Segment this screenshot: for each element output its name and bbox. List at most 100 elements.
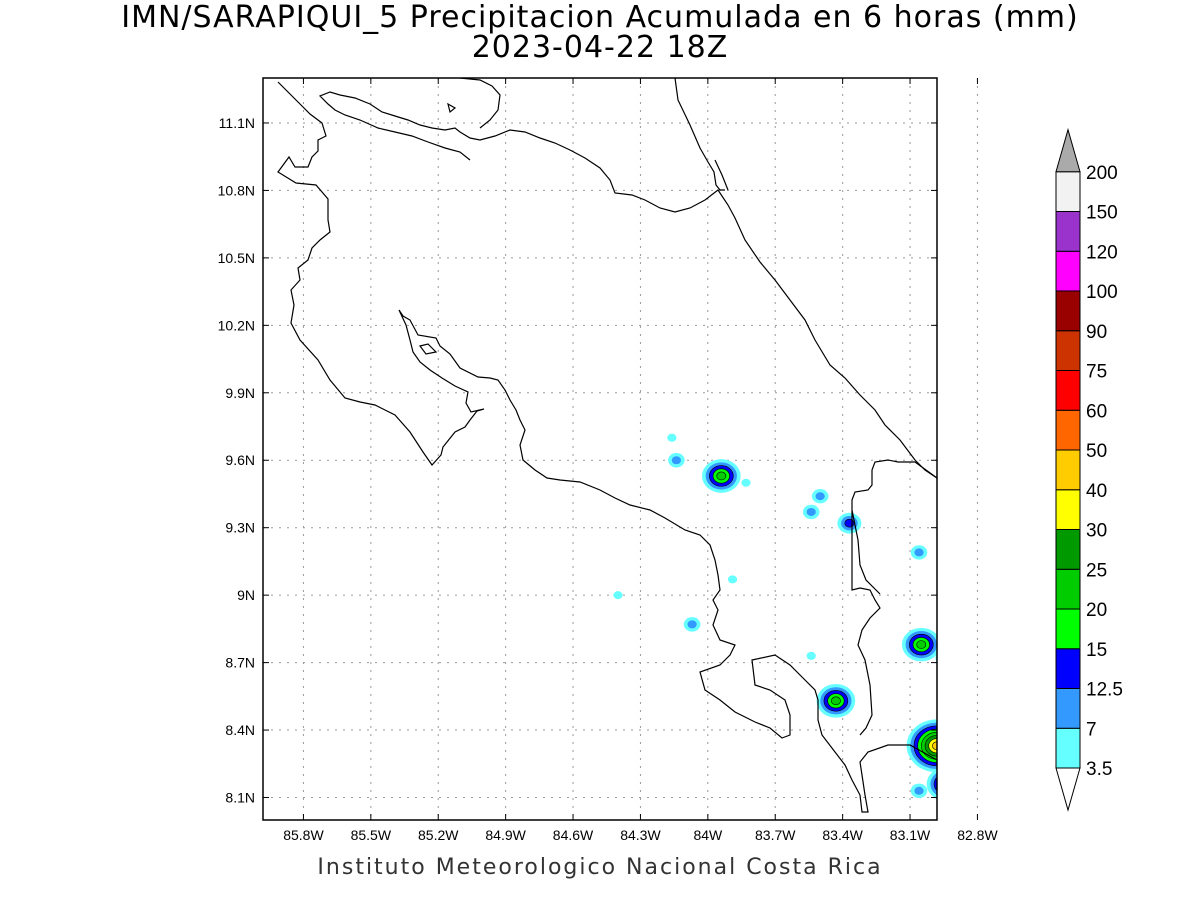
precip-contour xyxy=(831,696,841,706)
coastline xyxy=(277,78,937,813)
map-grid xyxy=(263,78,978,820)
gulf-island xyxy=(418,343,438,355)
colorbar-label: 50 xyxy=(1086,441,1107,462)
coastline-caribbean xyxy=(851,459,937,736)
precip-contour xyxy=(984,627,1015,654)
colorbar-label: 3.5 xyxy=(1086,759,1112,780)
precip-contour xyxy=(935,653,937,663)
precip-contour xyxy=(815,492,825,501)
map-title: IMN/SARAPIQUI_5 Precipitacion Acumulada … xyxy=(121,0,1079,35)
precip-contour xyxy=(960,576,999,610)
y-tick-label: 9.3N xyxy=(225,520,255,536)
y-tick-label: 8.4N xyxy=(225,722,255,738)
footer-credit: Instituto Meteorologico Nacional Costa R… xyxy=(317,855,883,880)
colorbar-label: 60 xyxy=(1086,401,1107,422)
colorbar-label: 120 xyxy=(1086,242,1118,263)
y-tick-label: 11.1N xyxy=(219,115,255,131)
y-tick-label: 9.6N xyxy=(225,452,255,468)
precip-contour xyxy=(806,651,816,660)
precip-contour xyxy=(667,433,677,442)
precip-contour xyxy=(995,636,1004,644)
precip-contour xyxy=(932,741,937,751)
precip-contour xyxy=(687,620,697,629)
precip-contour xyxy=(961,659,1022,712)
colorbar-segment xyxy=(1055,370,1081,411)
precip-contour xyxy=(914,786,924,795)
precipitation-cells xyxy=(613,433,1031,799)
colorbar-segment xyxy=(1055,330,1081,371)
precip-contour xyxy=(968,665,1014,705)
precip-contour xyxy=(671,456,681,465)
plot-frame xyxy=(262,77,938,821)
precip-contour xyxy=(992,633,1009,647)
precip-contour xyxy=(949,567,1010,620)
y-tick-label: 8.1N xyxy=(225,790,255,806)
precip-contour xyxy=(980,678,997,692)
colorbar-segment xyxy=(1055,568,1081,610)
precip-contour xyxy=(979,675,1003,696)
precip-contour xyxy=(957,573,1003,613)
precip-contour xyxy=(946,677,955,685)
map-axes: 85.8W 85.5W 85.2W 84.9W 84.6W 84.3W 84W 83.7W 83… xyxy=(218,78,998,843)
precip-contour xyxy=(941,780,950,788)
colorbar-segment xyxy=(1055,727,1081,769)
colorbar-label: 20 xyxy=(1086,600,1107,621)
precip-contour xyxy=(964,579,995,606)
x-tick-label: 84W xyxy=(693,827,723,843)
x-tick-label: 83.4W xyxy=(822,827,863,843)
precip-contour xyxy=(984,681,993,689)
x-tick-label: 84.3W xyxy=(620,827,661,843)
precip-contour xyxy=(968,583,992,604)
y-tick-label: 10.8N xyxy=(218,182,255,198)
colorbar-segment xyxy=(1055,489,1081,530)
colorbar-label: 75 xyxy=(1086,362,1107,383)
y-tick-label: 9N xyxy=(237,587,255,603)
x-tick-label: 85.5W xyxy=(351,827,392,843)
precip-contour xyxy=(938,777,955,791)
precip-contour xyxy=(806,507,816,516)
colorbar-segment xyxy=(1055,529,1081,570)
colorbar: 3.5 7 12.5 15 20 25 30 40 50 60 75 90 100 120 150 200 xyxy=(1055,127,1123,812)
precip-contour xyxy=(971,586,988,600)
colorbar-label: 30 xyxy=(1086,521,1107,542)
precip-contour xyxy=(975,589,984,597)
coastline-main xyxy=(277,81,937,813)
precip-contour xyxy=(975,671,1006,698)
colorbar-segment xyxy=(1055,608,1081,650)
x-tick-label: 84.6W xyxy=(553,827,594,843)
precip-contour xyxy=(986,681,995,689)
colorbar-label: 40 xyxy=(1086,481,1107,502)
map-subtitle: 2023-04-22 18Z xyxy=(471,30,729,65)
y-tick-label: 10.2N xyxy=(218,317,255,333)
precip-contour xyxy=(930,772,937,796)
precip-contour xyxy=(942,673,959,687)
precip-contour xyxy=(716,471,727,481)
colorbar-segment xyxy=(1055,688,1081,729)
precip-contour xyxy=(981,623,1020,657)
x-tick-label: 83.1W xyxy=(890,827,931,843)
coastline-north xyxy=(318,91,937,479)
precip-contour xyxy=(916,640,927,649)
precip-contour xyxy=(972,668,1011,702)
colorbar-segment xyxy=(1055,409,1081,451)
x-tick-label: 83.7W xyxy=(755,827,796,843)
precip-contour xyxy=(983,678,1000,692)
precip-contour xyxy=(727,575,738,584)
precip-contour xyxy=(964,662,1017,708)
x-tick-label: 85.2W xyxy=(418,827,459,843)
colorbar-label: 150 xyxy=(1086,203,1118,224)
colorbar-label: 90 xyxy=(1086,322,1107,343)
precip-contour xyxy=(914,548,924,557)
precip-contour xyxy=(988,630,1012,651)
colorbar-segment xyxy=(1055,171,1081,212)
colorbar-label: 12.5 xyxy=(1086,680,1123,701)
x-tick-label: 84.9W xyxy=(485,827,526,843)
precip-contour xyxy=(977,620,1023,660)
y-tick-label: 10.5N xyxy=(218,250,255,266)
precip-contour xyxy=(977,675,1001,696)
colorbar-label: 100 xyxy=(1086,282,1118,303)
lake-island xyxy=(447,102,457,114)
precip-contour xyxy=(741,478,751,487)
precip-contour xyxy=(970,614,1031,667)
